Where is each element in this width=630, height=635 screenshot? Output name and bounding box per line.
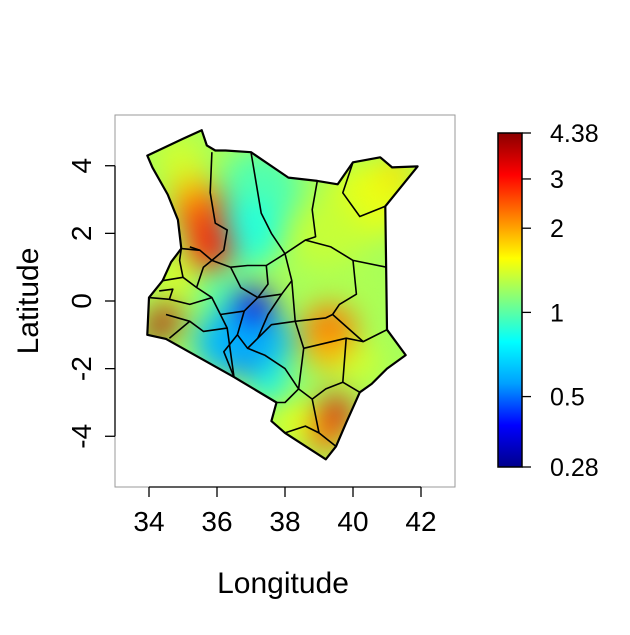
county-boundary <box>331 260 388 343</box>
county-boundary <box>168 320 191 339</box>
county-boundary <box>342 162 386 218</box>
legend-tick-label: 4.38 <box>550 120 599 148</box>
county-boundary <box>298 338 347 400</box>
y-tick-label: -4 <box>66 424 97 449</box>
county-boundary <box>284 425 320 434</box>
county-boundary <box>236 310 296 350</box>
county-boundary <box>195 259 213 288</box>
county-boundary <box>305 180 319 241</box>
y-tick-label: 2 <box>66 226 97 242</box>
x-tick-label: 42 <box>405 506 436 537</box>
county-boundary <box>295 313 333 323</box>
legend-tick-label: 3 <box>550 166 564 194</box>
county-boundary <box>159 288 174 300</box>
color-legend: 4.38 3 2 1 0.5 0.28 <box>497 120 599 482</box>
legend-tick-label: 2 <box>550 215 564 243</box>
legend-tick-label: 0.5 <box>550 384 585 412</box>
county-boundary <box>247 347 300 390</box>
county-boundary <box>223 334 239 378</box>
y-axis-label: Latitude <box>12 248 45 355</box>
county-boundaries <box>148 152 388 448</box>
y-tick-label: 4 <box>66 158 97 174</box>
x-tick-label: 38 <box>269 506 300 537</box>
y-tick-label: 0 <box>66 293 97 309</box>
county-boundary <box>342 381 361 393</box>
x-tick-label: 36 <box>201 506 232 537</box>
x-axis: 34 36 38 40 42 <box>133 486 437 537</box>
county-boundary <box>250 152 286 255</box>
county-boundary <box>148 296 213 306</box>
y-axis: 4 2 0 -2 -4 <box>66 158 116 449</box>
x-axis-label: Longitude <box>217 567 349 600</box>
county-boundary <box>165 313 228 333</box>
county-boundary <box>209 152 228 262</box>
y-tick-label: -2 <box>66 356 97 381</box>
x-tick-label: 34 <box>133 506 164 537</box>
legend-tick-label: 0.28 <box>550 454 599 482</box>
county-boundary <box>181 247 201 252</box>
x-tick-label: 40 <box>337 506 368 537</box>
county-boundary <box>178 248 184 278</box>
county-boundary <box>257 293 283 339</box>
legend-tick-label: 1 <box>550 299 564 327</box>
color-legend-bar <box>497 132 523 468</box>
county-boundary <box>229 266 259 299</box>
